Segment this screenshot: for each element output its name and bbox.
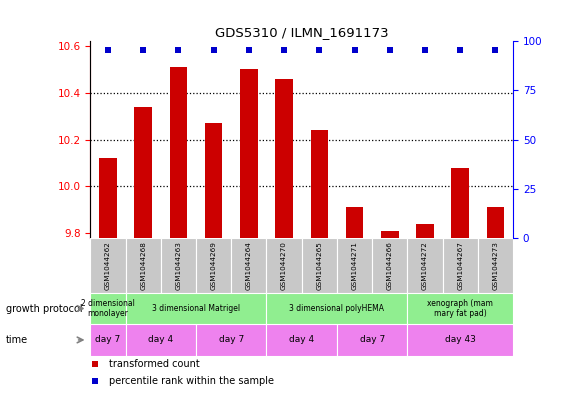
Point (491, 47, 500, 53)
Text: day 7: day 7 (360, 336, 385, 344)
Bar (170, 67, 187, 238)
Bar (442, 238, 478, 293)
Text: 3 dimensional polyHEMA: 3 dimensional polyHEMA (289, 304, 384, 313)
Bar (311, 130, 328, 238)
Bar (99, 158, 117, 238)
Bar (337, 238, 372, 293)
Text: 3 dimensional Matrigel: 3 dimensional Matrigel (152, 304, 240, 313)
Bar (266, 324, 337, 356)
Bar (408, 324, 513, 356)
Text: growth protocol: growth protocol (6, 303, 82, 314)
Bar (451, 167, 469, 238)
Bar (275, 79, 293, 238)
Point (139, 47, 148, 53)
Bar (90, 293, 125, 324)
Text: GSM1044268: GSM1044268 (140, 241, 146, 290)
Point (350, 47, 359, 53)
Point (174, 47, 183, 53)
Bar (196, 238, 231, 293)
Text: GSM1044263: GSM1044263 (175, 241, 181, 290)
Point (103, 47, 113, 53)
Bar (478, 238, 513, 293)
Bar (266, 293, 408, 324)
Bar (240, 69, 258, 238)
Text: GSM1044269: GSM1044269 (210, 241, 217, 290)
Text: GSM1044272: GSM1044272 (422, 241, 428, 290)
Bar (205, 123, 223, 238)
Bar (125, 324, 196, 356)
Bar (372, 238, 408, 293)
Text: time: time (6, 335, 28, 345)
Text: day 7: day 7 (96, 336, 121, 344)
Text: GSM1044266: GSM1044266 (387, 241, 393, 290)
Text: percentile rank within the sample: percentile rank within the sample (110, 376, 275, 386)
Bar (161, 238, 196, 293)
Bar (346, 208, 363, 238)
Bar (302, 238, 337, 293)
Bar (416, 224, 434, 238)
Text: GSM1044273: GSM1044273 (493, 241, 498, 290)
Text: GSM1044267: GSM1044267 (457, 241, 463, 290)
Text: 2 dimensional
monolayer: 2 dimensional monolayer (81, 299, 135, 318)
Bar (408, 238, 442, 293)
Point (90, 361, 99, 367)
Text: GSM1044262: GSM1044262 (105, 241, 111, 290)
Bar (381, 231, 399, 238)
Bar (408, 293, 513, 324)
Bar (231, 238, 266, 293)
Bar (135, 107, 152, 238)
Text: xenograph (mam
mary fat pad): xenograph (mam mary fat pad) (427, 299, 493, 318)
Text: day 7: day 7 (219, 336, 244, 344)
Bar (90, 238, 125, 293)
Bar (90, 324, 125, 356)
Bar (125, 238, 161, 293)
Text: GSM1044271: GSM1044271 (352, 241, 357, 290)
Text: day 4: day 4 (148, 336, 173, 344)
Text: day 43: day 43 (445, 336, 476, 344)
Bar (125, 293, 266, 324)
Bar (337, 324, 408, 356)
Bar (196, 324, 266, 356)
Text: transformed count: transformed count (110, 359, 200, 369)
Point (315, 47, 324, 53)
Bar (266, 238, 302, 293)
Text: GSM1044265: GSM1044265 (317, 241, 322, 290)
Point (455, 47, 465, 53)
Point (209, 47, 218, 53)
Text: GSM1044264: GSM1044264 (246, 241, 252, 290)
Text: day 4: day 4 (289, 336, 314, 344)
Point (90, 378, 99, 384)
Text: GSM1044270: GSM1044270 (281, 241, 287, 290)
Title: GDS5310 / ILMN_1691173: GDS5310 / ILMN_1691173 (215, 26, 388, 39)
Point (244, 47, 254, 53)
Bar (487, 208, 504, 238)
Point (420, 47, 430, 53)
Point (279, 47, 289, 53)
Point (385, 47, 395, 53)
